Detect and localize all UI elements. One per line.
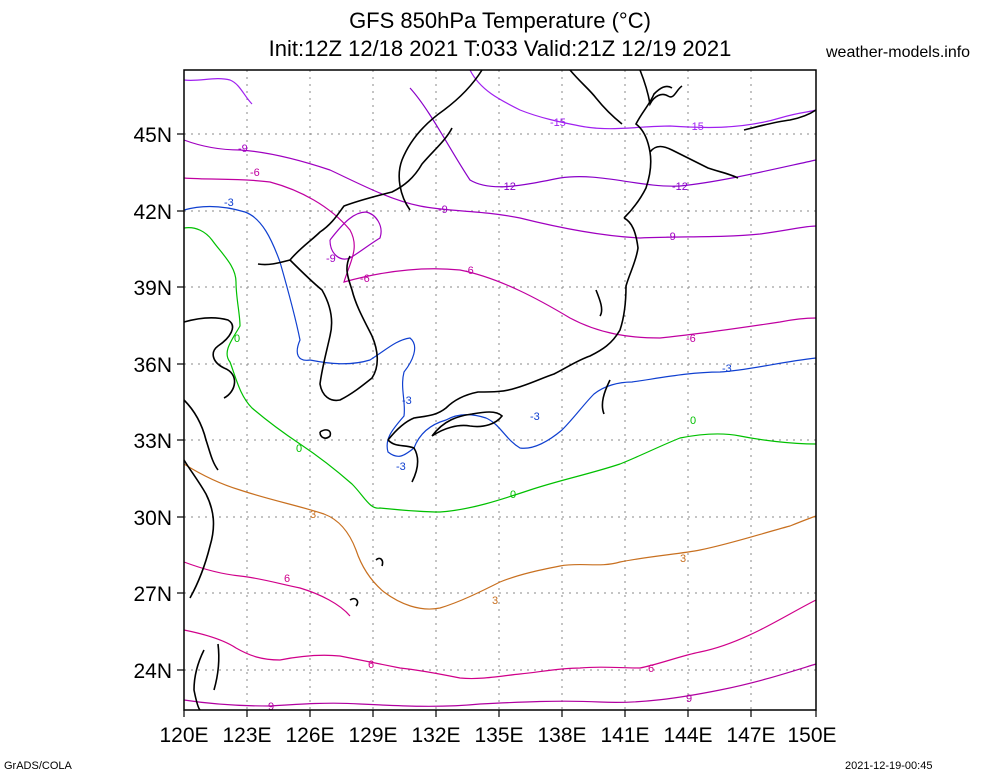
contour-label: -3 <box>396 461 406 473</box>
coast-taiwan <box>193 643 220 711</box>
coast-russia <box>398 69 817 211</box>
lat-label: 42N <box>133 201 172 224</box>
contour-label: 3 <box>680 553 686 565</box>
lon-label: 126E <box>285 724 334 747</box>
contour-label: 6 <box>284 573 290 585</box>
grid-lines <box>184 70 816 710</box>
lon-label: 138E <box>537 724 586 747</box>
contour-minus15 <box>469 69 817 130</box>
lat-labels: 45N 42N 39N 36N 33N 30N 27N 24N <box>133 124 172 683</box>
lat-label: 30N <box>133 507 172 530</box>
software-credit: GrADS/COLA <box>4 760 72 772</box>
contour-labels: -15 -15 -12 -12 -9 -9 -9 -9 -6 -6 -6 -6 … <box>224 117 732 713</box>
contour-label: -9 <box>326 253 336 265</box>
contour-label: -3 <box>402 395 412 407</box>
lon-label: 120E <box>159 724 208 747</box>
contour-label: -6 <box>464 265 474 277</box>
coast-japan-shikoku <box>431 411 504 437</box>
contour-label: 6 <box>368 659 374 671</box>
contour-plus3 <box>183 463 817 610</box>
map-frame <box>183 69 817 711</box>
contour-label: -6 <box>250 167 260 179</box>
contour-label: -6 <box>686 333 696 345</box>
coastline <box>183 69 817 711</box>
lon-label: 141E <box>600 724 649 747</box>
contour-label: -15 <box>550 117 566 129</box>
lon-label: 150E <box>787 724 836 747</box>
coast-japan-kyushu-honshu <box>387 217 639 483</box>
contour-label: 9 <box>268 701 274 713</box>
lon-label: 132E <box>411 724 460 747</box>
lat-label: 33N <box>133 430 172 453</box>
contour-label: -9 <box>666 231 676 243</box>
lon-label: 129E <box>348 724 397 747</box>
contour-minus3 <box>183 205 817 457</box>
lon-label: 135E <box>474 724 523 747</box>
lon-labels: 120E 123E 126E 129E 132E 135E 138E 141E … <box>159 724 836 747</box>
contour-label: 3 <box>310 509 316 521</box>
contour-label: -12 <box>500 181 516 193</box>
contour-minus9-low <box>329 211 382 260</box>
contour-minus12 <box>409 87 817 188</box>
contour-label: 0 <box>510 489 516 501</box>
contour-label: 6 <box>648 663 654 675</box>
contour-minus6 <box>183 177 817 339</box>
contour-label: -3 <box>722 363 732 375</box>
chart-title: GFS 850hPa Temperature (°C) <box>349 8 651 33</box>
contour-label: 0 <box>296 443 302 455</box>
contour-label: -3 <box>530 411 540 423</box>
lat-label: 39N <box>133 277 172 300</box>
coast-asia <box>183 317 236 599</box>
lat-label: 36N <box>133 354 172 377</box>
lon-label: 147E <box>726 724 775 747</box>
contour-label: 0 <box>234 333 240 345</box>
contour-label: 9 <box>686 693 692 705</box>
lat-label: 45N <box>133 124 172 147</box>
contour-label: -3 <box>224 197 234 209</box>
contour-plus6 <box>183 561 817 680</box>
coast-korea <box>257 127 453 402</box>
contour-label: -9 <box>438 204 448 216</box>
lat-label: 27N <box>133 583 172 606</box>
site-label: weather-models.info <box>826 44 971 61</box>
contour-plus9 <box>183 663 817 707</box>
contour-label: -6 <box>360 273 370 285</box>
tick-marks <box>177 133 817 717</box>
contour-zero <box>183 227 817 513</box>
lon-label: 144E <box>663 724 712 747</box>
coast-hokkaido <box>623 85 739 219</box>
contour-label: 0 <box>690 415 696 427</box>
contour-label: -15 <box>688 121 704 133</box>
contour-minus15-north <box>183 77 253 105</box>
contour-minus9 <box>183 139 817 239</box>
lat-label: 24N <box>133 660 172 683</box>
generated-timestamp: 2021-12-19-00:45 <box>845 760 933 772</box>
lon-label: 123E <box>222 724 271 747</box>
contour-label: 3 <box>492 595 498 607</box>
coast-sakhalin <box>639 69 683 107</box>
contour-label: -9 <box>238 143 248 155</box>
contour-label: -12 <box>672 181 688 193</box>
chart-subtitle: Init:12Z 12/18 2021 T:033 Valid:21Z 12/1… <box>268 36 732 61</box>
coast-islands <box>319 289 611 607</box>
